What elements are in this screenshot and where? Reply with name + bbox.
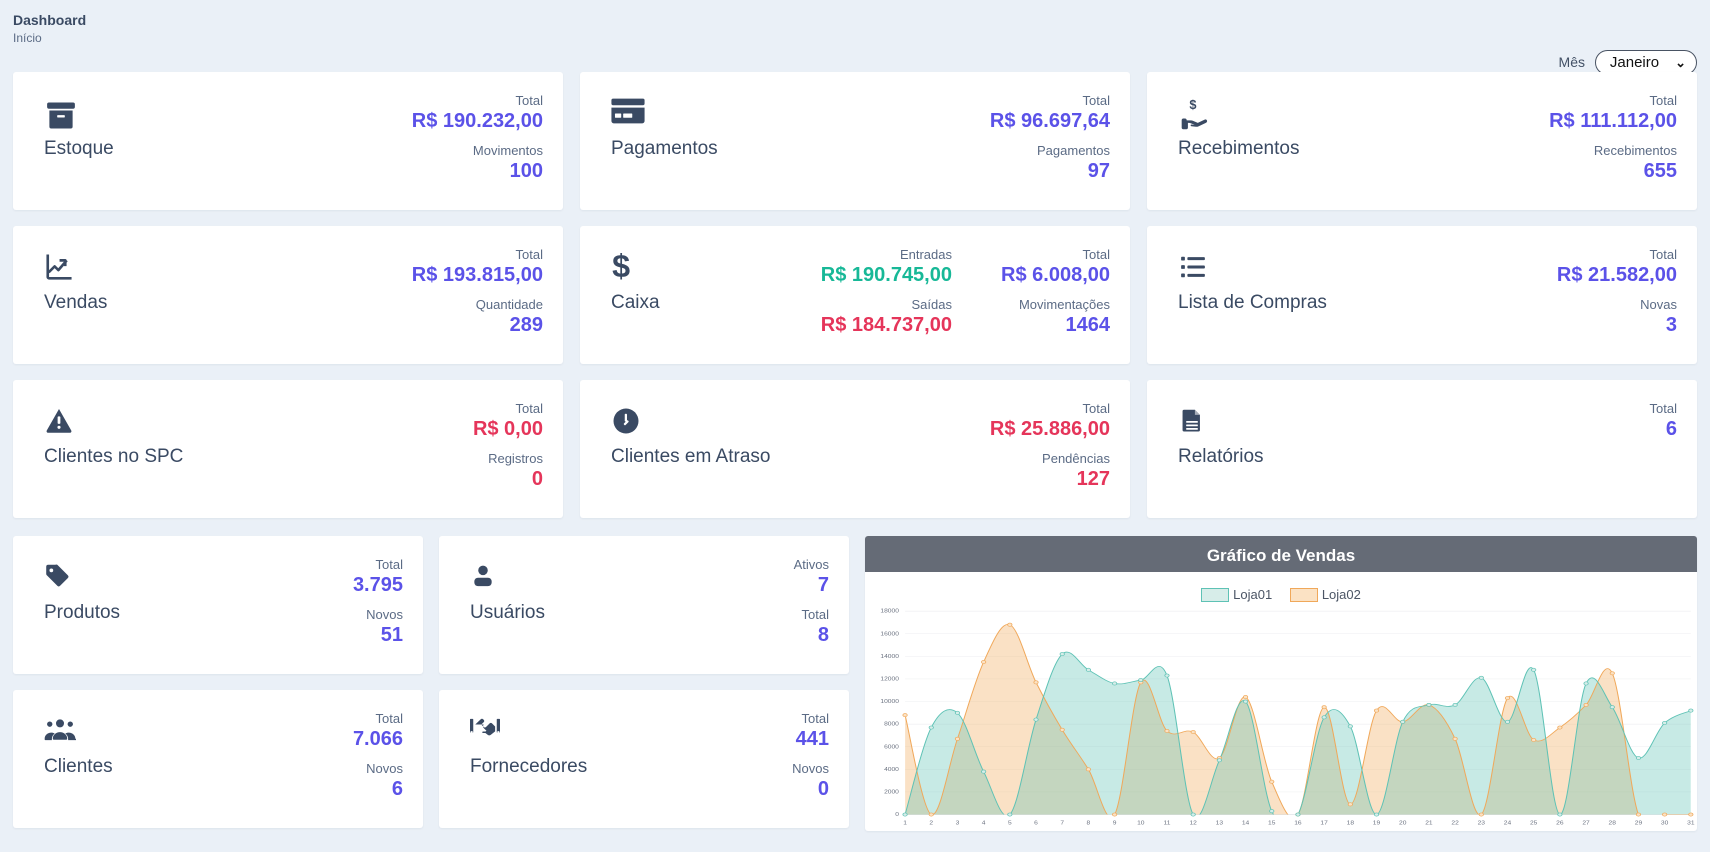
- svg-text:8: 8: [1087, 821, 1092, 826]
- svg-text:3: 3: [956, 821, 961, 826]
- svg-text:4: 4: [982, 821, 987, 826]
- svg-text:12000: 12000: [880, 677, 899, 682]
- svg-text:16: 16: [1294, 821, 1302, 826]
- svg-text:22: 22: [1451, 821, 1458, 826]
- svg-text:19: 19: [1373, 821, 1381, 826]
- svg-text:12: 12: [1189, 821, 1196, 826]
- svg-text:9: 9: [1113, 821, 1118, 826]
- svg-text:28: 28: [1609, 821, 1617, 826]
- svg-text:30: 30: [1661, 821, 1669, 826]
- svg-text:11: 11: [1164, 821, 1171, 826]
- svg-text:15: 15: [1268, 821, 1276, 826]
- svg-text:6000: 6000: [884, 745, 900, 750]
- svg-text:17: 17: [1320, 821, 1327, 826]
- svg-text:10000: 10000: [880, 700, 899, 705]
- svg-text:14000: 14000: [880, 655, 899, 660]
- svg-text:2000: 2000: [884, 790, 900, 795]
- svg-text:10: 10: [1137, 821, 1145, 826]
- svg-text:4000: 4000: [884, 768, 900, 773]
- svg-text:1: 1: [903, 821, 907, 826]
- svg-text:21: 21: [1425, 821, 1432, 826]
- svg-text:18000: 18000: [880, 609, 899, 614]
- svg-text:7: 7: [1060, 821, 1064, 826]
- svg-text:24: 24: [1504, 821, 1512, 826]
- svg-text:20: 20: [1399, 821, 1407, 826]
- svg-text:13: 13: [1216, 821, 1224, 826]
- svg-text:27: 27: [1582, 821, 1589, 826]
- svg-text:8000: 8000: [884, 722, 900, 727]
- svg-text:26: 26: [1556, 821, 1564, 826]
- svg-text:23: 23: [1478, 821, 1486, 826]
- svg-text:18: 18: [1347, 821, 1355, 826]
- svg-text:$: $: [1189, 98, 1196, 112]
- svg-text:6: 6: [1034, 821, 1039, 826]
- svg-text:5: 5: [1008, 821, 1013, 826]
- svg-text:0: 0: [895, 813, 900, 818]
- svg-text:2: 2: [929, 821, 933, 826]
- svg-text:$: $: [612, 250, 630, 284]
- svg-text:31: 31: [1687, 821, 1694, 826]
- svg-text:25: 25: [1530, 821, 1538, 826]
- svg-text:14: 14: [1242, 821, 1250, 826]
- svg-text:29: 29: [1635, 821, 1643, 826]
- svg-text:16000: 16000: [880, 632, 899, 637]
